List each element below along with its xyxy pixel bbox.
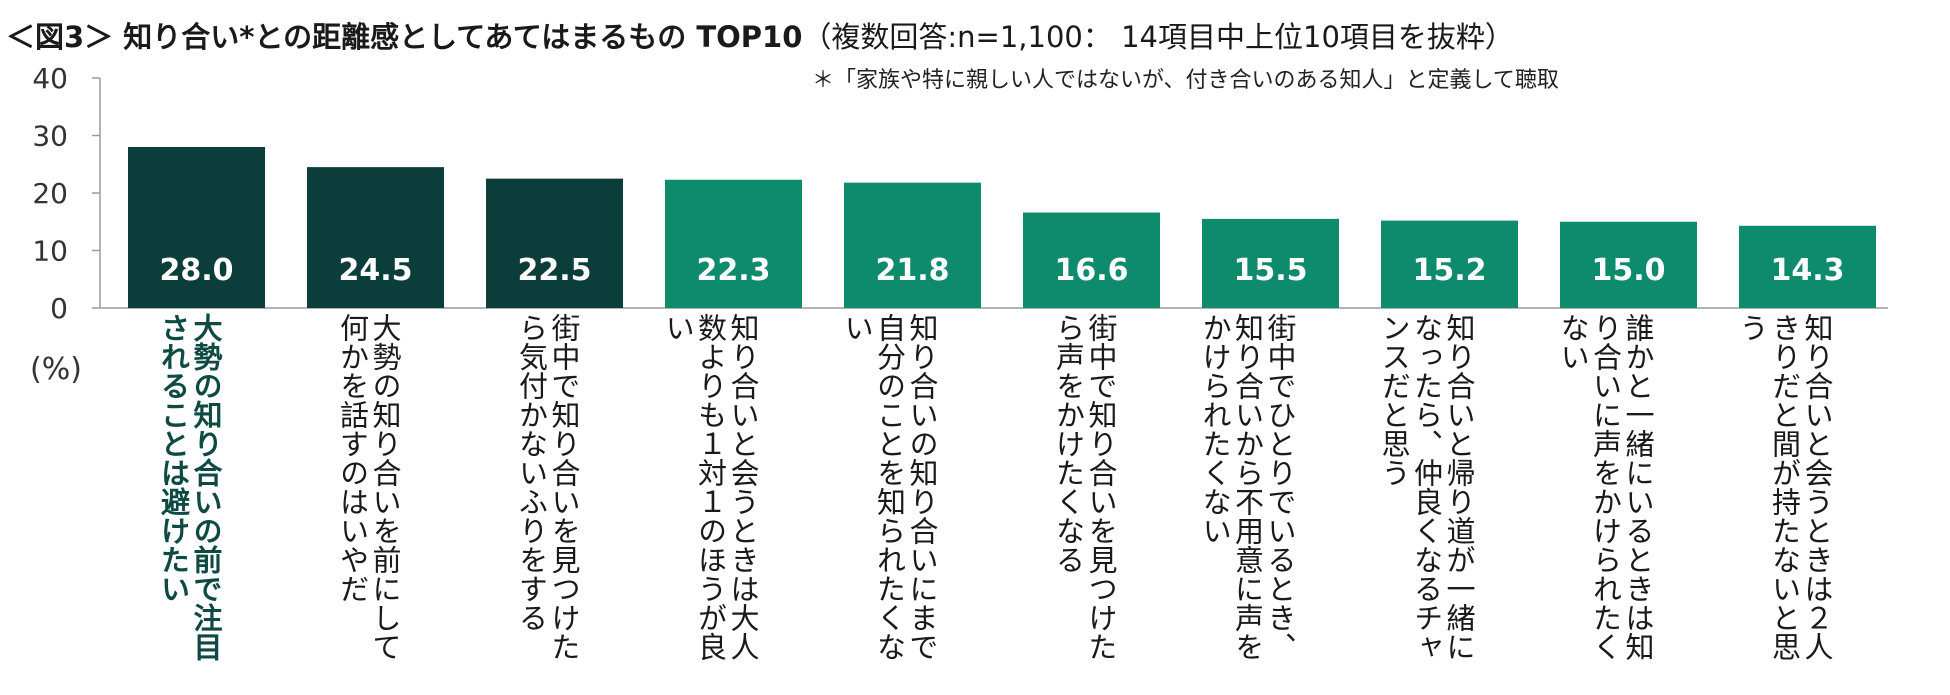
category-label: 知り合いと会うときは２人きりだと間が持たないと思う	[1735, 313, 1834, 661]
bar-value-label: 15.0	[1591, 253, 1665, 288]
bar	[1202, 218, 1339, 308]
bar-value-label: 22.3	[696, 253, 770, 288]
chart-title-main: ＜図3＞ 知り合い*との距離感としてあてはまるもの TOP10	[6, 20, 803, 54]
bar-value-label: 24.5	[338, 253, 412, 288]
bar-value-label: 28.0	[159, 253, 233, 288]
bar	[844, 182, 981, 308]
y-tick-label: 30	[32, 120, 68, 153]
category-label: 大勢の知り合いを前にして何かを話すのはいやだ	[335, 313, 402, 661]
y-tick-label: 40	[32, 62, 68, 95]
y-tick-label: 0	[50, 292, 68, 325]
bar-value-label: 21.8	[875, 253, 949, 288]
bar-value-label: 14.3	[1770, 253, 1844, 288]
chart-title: ＜図3＞ 知り合い*との距離感としてあてはまるもの TOP10（複数回答:n=1…	[6, 14, 1514, 56]
bar	[307, 167, 444, 308]
bar	[1560, 221, 1697, 308]
category-label: 知り合いの知り合いにまで自分のことを知られたくない	[840, 313, 939, 661]
bar	[486, 178, 623, 308]
bar	[128, 147, 265, 308]
category-label: 知り合いと帰り道が一緒になったら、仲良くなるチャンスだと思う	[1377, 313, 1476, 661]
bar-value-label: 15.2	[1412, 253, 1486, 288]
category-label: 街中でひとりでいるとき、知り合いから不用意に声をかけられたくない	[1198, 313, 1297, 661]
category-label: 誰かと一緒にいるときは知り合いに声をかけられたくない	[1556, 313, 1655, 661]
chart-title-sub: （複数回答:n=1,100： 14項目中上位10項目を抜粋）	[802, 20, 1514, 54]
bar-value-label: 22.5	[517, 253, 591, 288]
category-label: 街中で知り合いを見つけたら気付かないふりをする	[514, 313, 581, 661]
y-tick-label: 10	[32, 235, 68, 268]
y-tick-label: 20	[32, 177, 68, 210]
bar-value-label: 16.6	[1054, 253, 1128, 288]
bar-value-label: 15.5	[1233, 253, 1307, 288]
category-label: 大勢の知り合いの前で注目されることは避けたい	[156, 313, 223, 661]
footnote: ＊「家族や特に親しい人ではないが、付き合いのある知人」と定義して聴取	[812, 68, 1559, 93]
bar	[665, 179, 802, 308]
y-axis-unit-label: (%)	[30, 352, 82, 387]
bar	[1381, 220, 1518, 308]
category-label: 街中で知り合いを見つけたら声をかけたくなる	[1051, 313, 1118, 661]
bar	[1739, 225, 1876, 308]
bar	[1023, 212, 1160, 308]
category-label: 知り合いと会うときは大人数よりも１対１のほうが良い	[661, 313, 760, 661]
